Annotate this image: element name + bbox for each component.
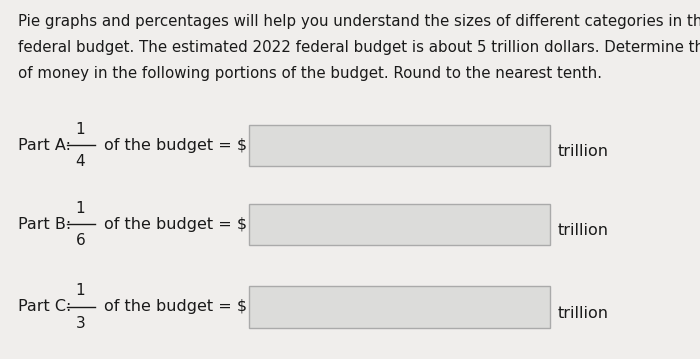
Text: 1: 1 xyxy=(76,122,85,137)
Text: trillion: trillion xyxy=(558,306,609,321)
Text: Pie graphs and percentages will help you understand the sizes of different categ: Pie graphs and percentages will help you… xyxy=(18,14,700,29)
Text: 1: 1 xyxy=(76,201,85,216)
Text: 1: 1 xyxy=(76,283,85,298)
Text: trillion: trillion xyxy=(558,144,609,159)
Text: Part B:: Part B: xyxy=(18,217,71,232)
Text: trillion: trillion xyxy=(558,223,609,238)
FancyBboxPatch shape xyxy=(248,286,550,327)
Text: of the budget = $: of the budget = $ xyxy=(104,299,246,314)
Text: Part A:: Part A: xyxy=(18,138,71,153)
Text: 6: 6 xyxy=(76,233,85,248)
Text: 3: 3 xyxy=(76,316,85,331)
Text: Part C:: Part C: xyxy=(18,299,71,314)
Text: 4: 4 xyxy=(76,154,85,169)
Text: of money in the following portions of the budget. Round to the nearest tenth.: of money in the following portions of th… xyxy=(18,66,601,81)
Text: of the budget = $: of the budget = $ xyxy=(104,138,246,153)
FancyBboxPatch shape xyxy=(248,204,550,245)
Text: of the budget = $: of the budget = $ xyxy=(104,217,246,232)
Text: federal budget. The estimated 2022 federal budget is about 5 trillion dollars. D: federal budget. The estimated 2022 feder… xyxy=(18,40,700,55)
FancyBboxPatch shape xyxy=(248,125,550,166)
